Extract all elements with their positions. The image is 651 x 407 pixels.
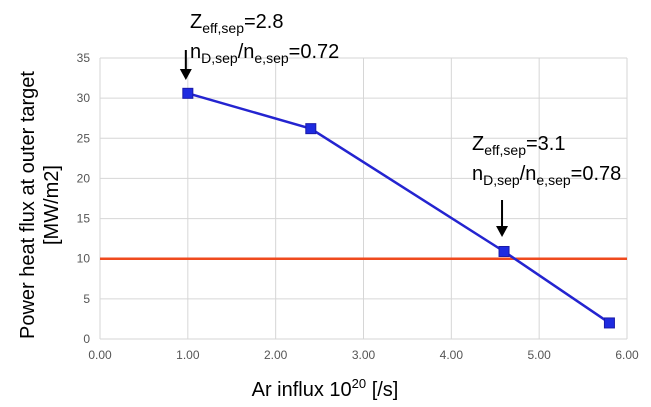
data-point [603,317,615,329]
x-tick-label: 6.00 [615,348,639,362]
annotation-zeff: Zeff,sep=2.8 [190,11,283,36]
x-tick-label: 4.00 [440,348,464,362]
y-tick-labels: 0 5 10 15 20 25 30 35 [77,51,91,346]
series-line [187,92,611,324]
y-tick-label: 35 [77,51,91,65]
arrow-down-icon [179,69,192,80]
annotation-zeff: Zeff,sep=3.1 [472,133,565,158]
x-tick-label: 1.00 [176,348,200,362]
arrow-down-icon [496,226,509,237]
x-tick-label: 0.00 [88,348,112,362]
x-axis-title: Ar influx 1020 [/s] [252,376,399,401]
data-point [182,87,194,99]
data-markers [182,87,615,329]
y-tick-label: 5 [83,292,90,306]
y-tick-label: 30 [77,91,91,105]
x-tick-label: 2.00 [264,348,288,362]
data-point [305,123,317,135]
y-axis-title-line1: Power heat flux at outer target [17,71,39,339]
y-tick-label: 20 [77,171,91,185]
annotation-density-ratio: nD,sep/ne,sep=0.72 [190,41,339,66]
annotations: Zeff,sep=2.8 nD,sep/ne,sep=0.72 Zeff,sep=3… [179,11,621,237]
x-tick-label: 3.00 [352,348,376,362]
data-point [498,245,510,257]
y-tick-label: 15 [77,212,91,226]
y-axis-title-line2: [MW/m2] [41,165,63,245]
x-tick-labels: 0.00 1.00 2.00 3.00 4.00 5.00 6.00 [88,348,639,362]
y-tick-label: 0 [83,332,90,346]
x-tick-label: 5.00 [527,348,551,362]
annotation-density-ratio: nD,sep/ne,sep=0.78 [472,163,621,188]
y-tick-label: 10 [77,252,91,266]
y-tick-label: 25 [77,131,91,145]
